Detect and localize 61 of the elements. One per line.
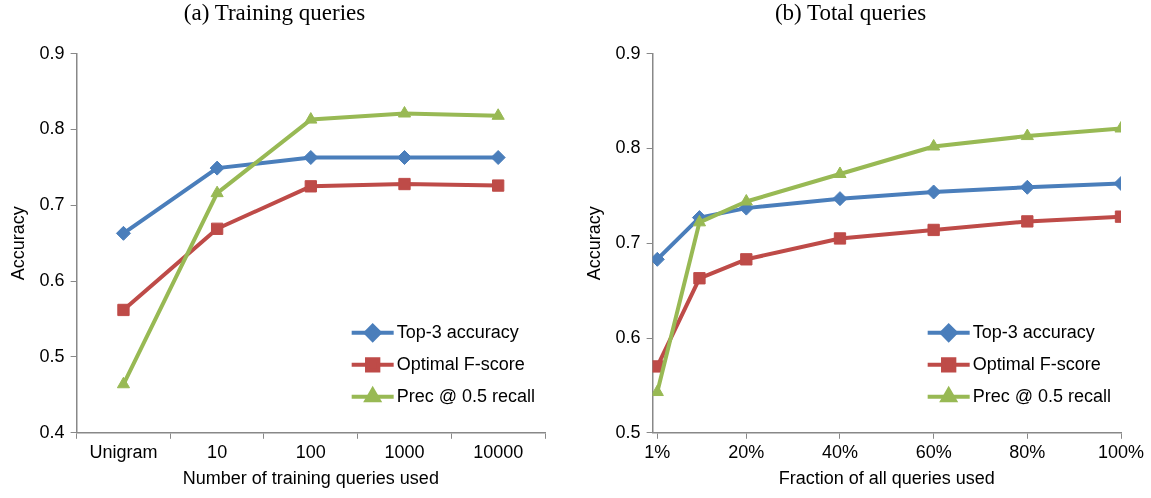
x-tick-label: 1% [644,441,671,462]
chart-title: (b) Total queries [774,0,927,25]
point [116,376,131,389]
point [303,150,319,165]
legend-label: Prec @ 0.5 recall [396,385,536,406]
point [692,214,707,227]
x-tick-label: 60% [915,441,952,462]
point [1019,179,1035,195]
point [693,272,706,285]
point [832,191,848,207]
legend-label: Prec @ 0.5 recall [972,385,1112,406]
y-tick-label: 0.7 [39,194,65,215]
point [209,160,225,176]
y-tick-label: 0.4 [39,421,65,442]
point [833,166,847,178]
y-tick-label: 0.7 [615,232,641,253]
x-tick-label: 10 [207,441,228,462]
y-tick-label: 0.5 [615,421,641,442]
legend-label: Top-3 accuracy [396,321,519,342]
point [398,177,411,191]
y-axis-title: Accuracy [583,206,604,281]
point [926,184,942,200]
point [397,106,412,118]
point [304,112,318,124]
legend-label: Top-3 accuracy [972,321,1095,342]
y-tick-label: 0.8 [615,137,641,158]
point [927,139,941,151]
x-axis-title: Fraction of all queries used [778,468,995,489]
point [1021,215,1034,228]
point [927,223,940,237]
legend-label: Optimal F-score [396,353,525,374]
point [740,253,753,266]
x-tick-label: 100% [1097,441,1145,462]
y-tick-label: 0.6 [39,270,65,291]
y-tick-label: 0.9 [39,42,65,63]
y-axis-title: Accuracy [7,206,28,281]
x-tick-label: 10000 [473,441,524,462]
point [492,179,505,192]
point [117,303,130,317]
x-tick-label: 80% [1009,441,1046,462]
point [210,222,224,235]
legend-label: Optimal F-score [972,353,1101,374]
x-tick-label: 20% [728,441,765,462]
point [1020,128,1034,141]
point [491,108,505,120]
x-axis-title: Number of training queries used [182,468,439,489]
x-tick-label: 40% [821,441,858,462]
y-tick-label: 0.8 [39,118,65,139]
point [833,232,847,245]
point [490,150,506,165]
x-tick-label: 1000 [384,441,425,462]
point [210,185,224,198]
x-tick-label: Unigram [89,441,158,462]
y-tick-label: 0.6 [615,326,641,347]
point [115,225,131,241]
y-tick-label: 0.9 [615,42,641,63]
chart-title: (a) Training queries [183,0,366,25]
y-tick-label: 0.5 [39,345,65,366]
x-tick-label: 100 [295,441,326,462]
point [739,193,753,206]
point [304,180,317,193]
